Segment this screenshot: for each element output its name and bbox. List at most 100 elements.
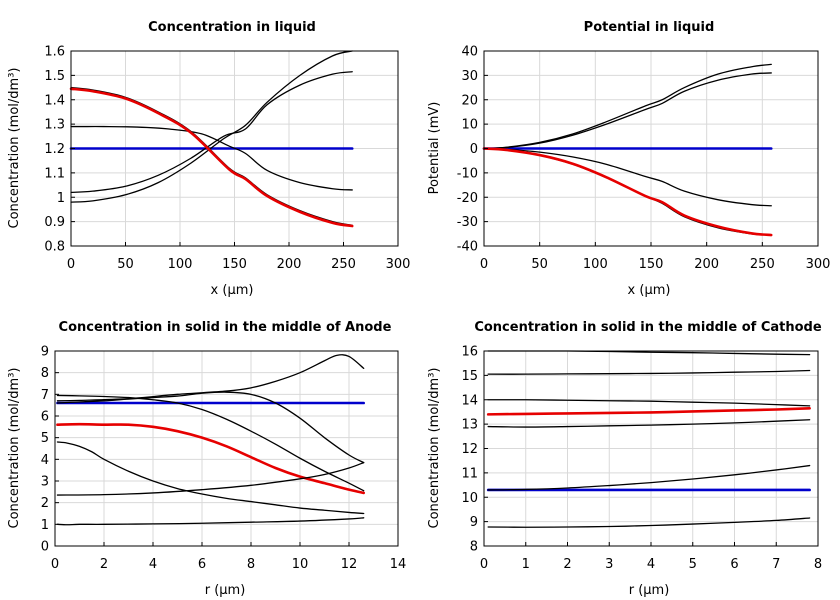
series-line-t3 [56,394,365,492]
x-tick-label: 0 [480,557,488,572]
y-tick-label: 40 [461,45,478,60]
chart-title: Potential in liquid [584,20,715,35]
panel-liquid-concentration: 0 50 100 150 200 250 300 0.8 0.9 1 1.1 1.2 1.3 1.4 1.5… [7,20,410,298]
y-tick-label: 7 [41,388,49,403]
series-line-t7 [56,461,365,496]
y-axis-label: Potential (mV) [427,102,442,195]
x-tick-label: 8 [814,557,822,572]
x-tick-label: 6 [198,557,206,572]
x-axis-label: x (µm) [211,283,254,298]
y-tick-label: 13 [461,418,478,433]
series-line-t4 [70,50,353,203]
x-tick-label: 200 [277,257,302,272]
x-tick-label: 2 [100,557,108,572]
x-tick-label: 3 [605,557,613,572]
x-tick-label: 300 [386,257,411,272]
y-tick-label: 6 [41,410,49,425]
x-tick-label: 7 [772,557,780,572]
x-tick-label: 4 [149,557,157,572]
x-tick-label: 100 [168,257,193,272]
y-tick-label: 1.3 [44,118,65,133]
x-tick-label: 0 [51,557,59,572]
x-tick-label: 50 [531,257,548,272]
x-tick-label: 12 [341,557,358,572]
y-tick-label: 1 [57,191,65,206]
x-tick-label: 2 [563,557,571,572]
y-tick-label: 12 [461,442,478,457]
x-tick-label: 250 [331,257,356,272]
series-line-t6 [69,87,354,228]
x-tick-label: 50 [117,257,134,272]
y-tick-label: 10 [461,118,478,133]
series-line-t6 [487,419,811,428]
y-tick-label: 5 [41,431,49,446]
y-tick-label: 9 [470,515,478,530]
series-line-t4 [56,391,365,464]
series-line-t4 [483,147,772,207]
y-tick-label: 0.9 [44,215,65,230]
y-tick-label: 2 [41,496,49,511]
series-line-t8 [56,517,365,526]
y-tick-label: 11 [461,466,478,481]
panel-liquid-potential: 0 50 100 150 200 250 300-40-30-20-10010203040 … [427,20,830,298]
y-tick-label: 8 [41,366,49,381]
y-axis-label: Concentration (mol/dm³) [7,68,22,229]
x-tick-label: 0 [480,257,488,272]
chart-title: Concentration in solid in the middle of … [59,320,392,335]
y-tick-label: -40 [457,240,478,255]
series-line-t7 [487,464,811,491]
series-line-t3 [487,369,811,375]
y-tick-label: 3 [41,475,49,490]
x-axis-label: r (µm) [205,583,246,598]
y-tick-label: 8 [470,540,478,555]
chart-title: Concentration in liquid [148,20,316,35]
series-line-t2 [487,350,811,356]
y-tick-label: -10 [457,166,478,181]
series-line-t3 [70,71,353,194]
y-tick-label: 1.4 [44,93,65,108]
x-tick-label: 150 [222,257,247,272]
y-tick-label: 4 [41,453,49,468]
series-line-t6 [482,147,773,237]
x-tick-label: 0 [67,257,75,272]
y-tick-label: 1.2 [44,142,65,157]
x-tick-label: 8 [247,557,255,572]
x-tick-label: 10 [292,557,309,572]
y-tick-label: -30 [457,215,478,230]
x-axis-label: x (µm) [628,283,671,298]
y-tick-label: 0 [470,142,478,157]
y-axis-label: Concentration (mol/dm³) [7,368,22,529]
y-tick-label: 1.1 [44,166,65,181]
y-tick-label: 20 [461,93,478,108]
x-tick-label: 300 [806,257,831,272]
series-line-t8 [487,517,811,528]
x-tick-label: 4 [647,557,655,572]
plot-frame [54,350,399,547]
y-tick-label: -20 [457,191,478,206]
y-tick-label: 10 [461,491,478,506]
y-tick-label: 1.5 [44,69,65,84]
y-tick-label: 15 [461,369,478,384]
series-line-t3 [483,72,772,150]
y-axis-label: Concentration (mol/dm³) [427,368,442,529]
y-tick-label: 0 [41,540,49,555]
y-tick-label: 9 [41,345,49,360]
x-tick-label: 6 [730,557,738,572]
x-tick-label: 1 [522,557,530,572]
chart-title: Concentration in solid in the middle of … [474,320,822,335]
x-tick-label: 5 [689,557,697,572]
series-line-t4 [487,399,811,407]
series-line-t6 [56,441,365,515]
x-tick-label: 150 [639,257,664,272]
y-tick-label: 0.8 [44,240,65,255]
x-tick-label: 100 [583,257,608,272]
x-axis-label: r (µm) [629,583,670,598]
y-tick-label: 16 [461,345,478,360]
series-line-t5 [486,406,811,416]
x-tick-label: 14 [390,557,407,572]
y-tick-label: 14 [461,393,478,408]
y-tick-label: 1.6 [44,45,65,60]
series-line-t5 [70,86,353,226]
